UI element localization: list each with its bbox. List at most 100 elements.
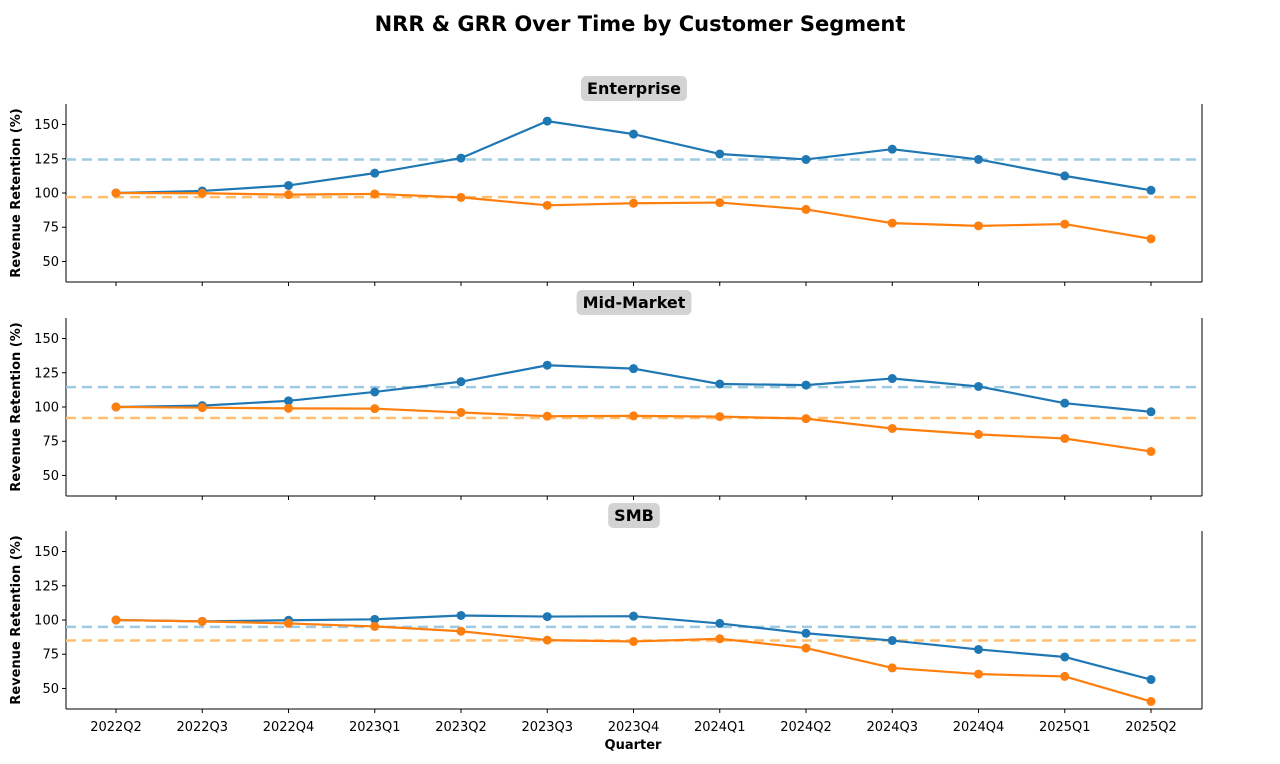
grr-point [887,218,897,228]
nrr-point [370,168,380,178]
x-tick-label: 2022Q3 [176,720,228,735]
nrr-point [456,610,466,620]
grr-point [197,188,207,198]
y-tick-label: 100 [34,401,59,416]
panel-title-box [576,290,692,315]
grr-point [456,192,466,202]
nrr-point [715,149,725,159]
x-tick-label: 2023Q4 [608,720,660,735]
grr-point [974,669,983,679]
x-tick-label: 2023Q2 [435,720,487,735]
grr-point [629,636,638,646]
y-axis-label: Revenue Retention (%) [9,322,24,491]
grr-point [801,414,811,424]
grr-point [1146,234,1156,244]
panel-title: SMB [614,506,654,525]
grr-point [715,412,725,422]
grr-line [115,618,1152,703]
nrr-point [887,144,897,154]
nrr-line [115,614,1152,681]
y-tick-label: 50 [42,469,59,484]
nrr-point [715,618,725,628]
x-tick-label: 2023Q1 [349,720,401,735]
y-tick-label: 125 [34,366,59,381]
grr-point [801,204,811,214]
grr-point [974,221,983,231]
x-tick-label: 2025Q1 [1039,720,1091,735]
y-tick-label: 100 [34,614,59,629]
nrr-point [1060,398,1070,408]
panel-enterprise: 50 75 100 125 150 Revenue Retention (%) Enterp… [9,76,1203,286]
y-tick-label: 50 [42,682,59,697]
x-tick-label: 2024Q2 [780,720,832,735]
chart-title: NRR & GRR Over Time by Customer Segment [375,12,906,36]
y-tick-label: 75 [42,435,59,450]
grr-point [456,626,466,636]
grr-point [974,429,983,439]
y-axis-label: Revenue Retention (%) [9,108,24,277]
nrr-point [801,628,811,638]
nrr-point [456,377,466,387]
nrr-point [284,180,293,190]
grr-point [284,190,293,200]
grr-point [370,189,380,199]
y-tick-label: 100 [34,187,59,202]
panel-mid-market: 50 75 100 125 150 Revenue Retention (%) Mid-Ma… [9,290,1203,500]
x-tick-label: 2024Q4 [953,720,1005,735]
grr-point [887,663,897,673]
y-tick-label: 150 [34,545,59,560]
grr-point [715,198,725,208]
x-axis-label: Quarter [605,738,663,753]
nrr-point [801,154,811,164]
nrr-point [370,387,380,397]
grr-point [197,616,207,626]
nrr-point [284,396,293,406]
nrr-point [629,611,638,621]
x-tick-label: 2022Q2 [90,720,142,735]
nrr-point [887,636,897,646]
nrr-point [887,374,897,384]
y-tick-label: 75 [42,221,59,236]
nrr-point [974,644,983,654]
nrr-point [542,360,552,370]
nrr-point [974,381,983,391]
grr-point [370,621,380,631]
y-tick-label: 125 [34,579,59,594]
panel-smb: 50 75 100 125 150 2022Q2 2022Q3 2022Q4 2023Q1 202… [9,503,1203,735]
nrr-point [456,153,466,163]
x-tick-label: 2024Q1 [694,720,746,735]
grr-point [111,188,121,198]
x-tick-label: 2023Q3 [521,720,573,735]
nrr-point [974,154,983,164]
grr-point [111,615,121,625]
grr-point [1060,433,1070,443]
grr-point [284,403,293,413]
grr-point [629,411,638,421]
y-tick-label: 150 [34,332,59,347]
grr-point [542,635,552,645]
nrr-point [715,379,725,389]
nrr-point [1146,675,1156,685]
grr-point [542,200,552,210]
nrr-point [1146,185,1156,195]
grr-point [1060,219,1070,229]
grr-point [456,407,466,417]
nrr-point [542,116,552,126]
nrr-point [1146,407,1156,417]
nrr-point [370,614,380,624]
grr-point [542,411,552,421]
grr-point [801,643,811,653]
x-tick-label: 2022Q4 [263,720,315,735]
nrr-point [542,612,552,622]
nrr-point [629,129,638,139]
grr-point [629,198,638,208]
grr-point [715,634,725,644]
y-tick-label: 75 [42,648,59,663]
panel-title-box [581,76,687,101]
y-tick-label: 150 [34,118,59,133]
panel-title: Enterprise [587,79,681,98]
grr-point [1060,671,1070,681]
grr-point [887,423,897,433]
grr-point [1146,696,1156,706]
